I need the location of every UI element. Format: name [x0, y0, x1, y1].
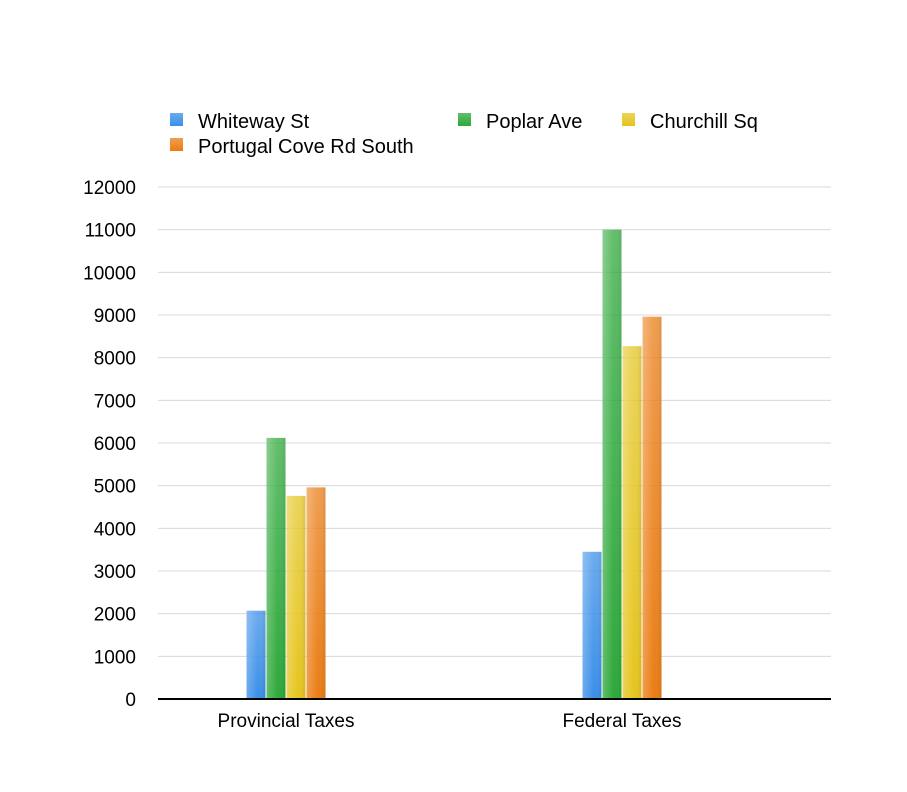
legend-label: Whiteway St [198, 111, 310, 133]
x-category-label: Provincial Taxes [218, 711, 355, 732]
bar-shading [246, 610, 266, 699]
y-tick-label: 11000 [85, 221, 136, 242]
legend: Whiteway St Poplar Ave Churchill Sq Portuga… [170, 111, 758, 158]
x-category-label: Federal Taxes [563, 711, 682, 732]
legend-item-portugal-cove-rd-south: Portugal Cove Rd South [170, 136, 414, 158]
legend-swatch [622, 113, 635, 126]
bar-shading [286, 495, 306, 699]
y-axis: 0 1000 2000 3000 4000 5000 6000 7000 8000 9000 100… [83, 178, 136, 711]
legend-label: Portugal Cove Rd South [198, 136, 414, 158]
bar-shading [642, 316, 662, 699]
y-tick-label: 4000 [94, 519, 136, 540]
legend-item-whiteway-st: Whiteway St [170, 111, 310, 133]
y-tick-label: 8000 [94, 349, 136, 370]
y-tick-label: 10000 [83, 263, 136, 284]
y-tick-label: 12000 [83, 178, 136, 199]
bar-group-federal-taxes [582, 229, 662, 699]
y-tick-label: 7000 [94, 391, 136, 412]
legend-swatch [170, 138, 183, 151]
legend-item-poplar-ave: Poplar Ave [458, 111, 582, 133]
x-axis: Provincial Taxes Federal Taxes [158, 698, 831, 732]
legend-swatch [458, 113, 471, 126]
y-tick-label: 9000 [94, 306, 136, 327]
bar-shading [582, 551, 602, 699]
y-tick-label: 2000 [94, 605, 136, 626]
gridlines [158, 186, 831, 657]
bar-shading [602, 229, 622, 699]
bar-shading [306, 487, 326, 699]
bars [246, 229, 662, 699]
y-tick-label: 0 [125, 690, 136, 711]
y-tick-label: 1000 [94, 647, 136, 668]
y-tick-label: 3000 [94, 562, 136, 583]
bar-shading [266, 437, 286, 699]
bar-group-provincial-taxes [246, 437, 326, 699]
legend-label: Poplar Ave [486, 111, 582, 133]
y-tick-label: 5000 [94, 477, 136, 498]
legend-label: Churchill Sq [650, 111, 758, 133]
legend-item-churchill-sq: Churchill Sq [622, 111, 758, 133]
bar-shading [622, 346, 642, 699]
y-tick-label: 6000 [94, 434, 136, 455]
legend-swatch [170, 113, 183, 126]
